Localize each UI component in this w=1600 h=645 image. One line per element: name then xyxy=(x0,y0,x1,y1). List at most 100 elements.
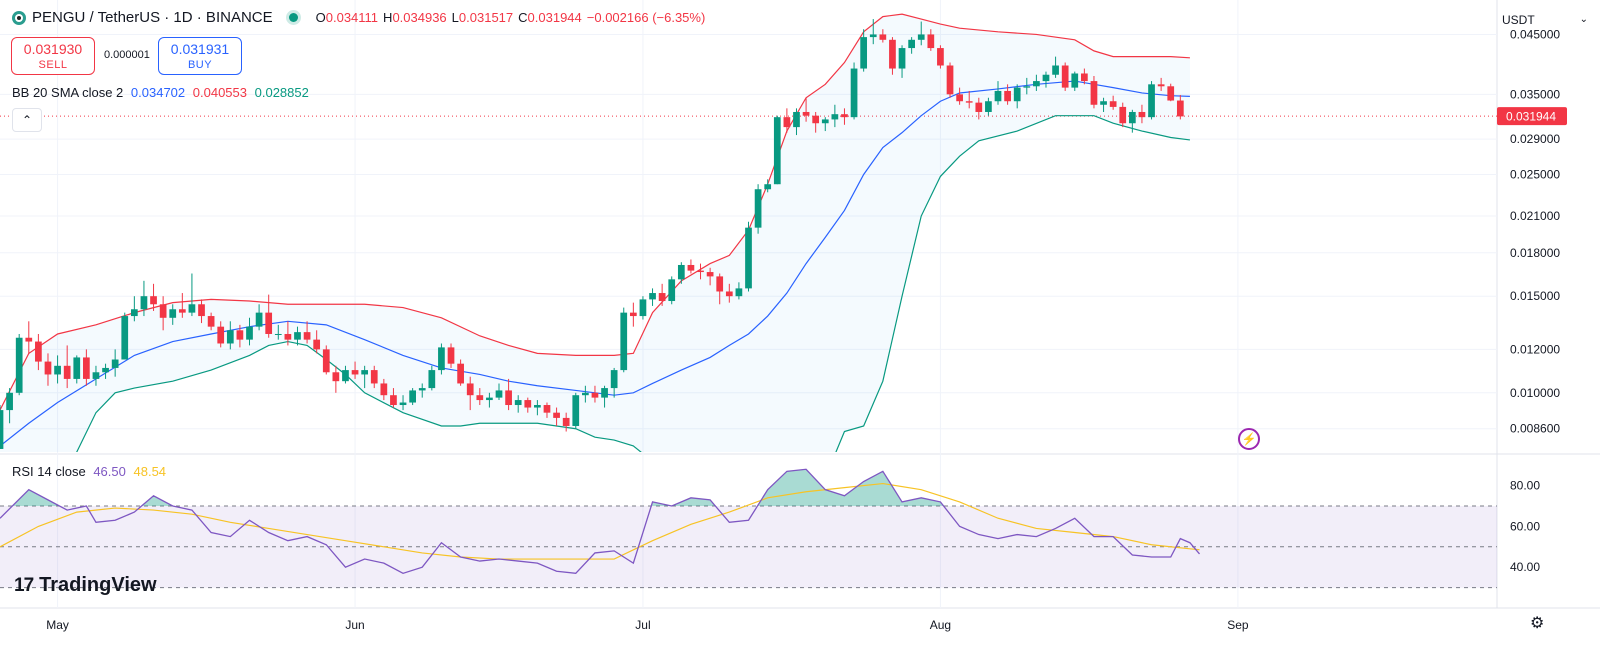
time-tick-label: May xyxy=(46,618,69,632)
candle xyxy=(25,321,33,354)
price-tick-label: 0.010000 xyxy=(1510,386,1560,400)
candle xyxy=(725,283,733,303)
candle-body xyxy=(303,332,311,340)
candle xyxy=(831,104,839,128)
change-value: −0.002166 (−6.35%) xyxy=(586,10,706,25)
bb-upper-value: 0.040553 xyxy=(192,85,247,100)
candle xyxy=(284,321,292,346)
candle-body xyxy=(1004,90,1011,102)
symbol-title[interactable]: PENGU / TetherUS · 1D · BINANCE xyxy=(32,9,273,26)
rsi-legend[interactable]: RSI 14 close 46.50 48.54 xyxy=(12,464,170,479)
bb-label: BB 20 SMA close 2 xyxy=(12,85,124,100)
candle-body xyxy=(505,390,512,406)
price-axis[interactable]: 0.045000 0.035000 0.029000 0.025000 0.021000… xyxy=(1497,27,1567,436)
candle-body xyxy=(946,65,954,95)
candle-body xyxy=(188,304,196,313)
candle-body xyxy=(1023,86,1031,88)
high-label: H xyxy=(383,10,393,25)
candle-body xyxy=(793,111,800,128)
candle xyxy=(745,221,752,292)
bollinger-legend[interactable]: BB 20 SMA close 2 0.034702 0.040553 0.02… xyxy=(12,85,313,100)
candle xyxy=(946,62,954,98)
time-axis[interactable]: May Jun Jul Aug Sep xyxy=(46,618,1249,632)
spread-value: 0.000001 xyxy=(104,49,150,61)
candle xyxy=(476,388,484,406)
candle xyxy=(35,333,42,371)
candle xyxy=(773,115,781,185)
candle xyxy=(505,378,512,411)
candle xyxy=(697,263,704,280)
candle xyxy=(159,296,167,331)
collapse-legend-button[interactable]: ⌃ xyxy=(12,108,42,132)
candle xyxy=(639,296,647,320)
candle xyxy=(1176,95,1184,120)
close-label: C xyxy=(518,10,528,25)
price-tick-label: 0.029000 xyxy=(1510,132,1560,146)
candle xyxy=(716,273,724,305)
open-label: O xyxy=(315,10,326,25)
time-tick-label: Jun xyxy=(345,618,364,632)
tradingview-logo[interactable]: 17 TradingView xyxy=(14,574,157,597)
candle-body xyxy=(169,309,177,318)
low-value: 0.031517 xyxy=(458,10,514,25)
candle-body xyxy=(92,372,100,379)
candle xyxy=(841,108,848,125)
candle xyxy=(63,345,71,389)
candle xyxy=(562,412,570,432)
candle-body xyxy=(956,94,963,102)
sell-button[interactable]: 0.031930 SELL xyxy=(11,37,95,75)
candle-body xyxy=(1052,65,1059,75)
high-value: 0.034936 xyxy=(392,10,447,25)
candle-body xyxy=(1128,111,1136,124)
price-tick-label: 0.021000 xyxy=(1510,209,1560,223)
candle-body xyxy=(1033,81,1040,87)
rsi-ma-value: 48.54 xyxy=(133,464,167,479)
candle-body xyxy=(735,288,743,297)
candle-body xyxy=(889,39,896,69)
rsi-axis[interactable]: 80.00 60.00 40.00 xyxy=(1510,479,1540,575)
candle-body xyxy=(1157,84,1165,87)
candle xyxy=(1100,97,1107,112)
candle-body xyxy=(409,390,416,403)
candle-body xyxy=(591,392,599,398)
candle xyxy=(274,324,282,340)
candle xyxy=(246,317,253,346)
market-open-icon xyxy=(288,13,298,22)
price-tick-label: 0.035000 xyxy=(1510,87,1560,101)
candle-body xyxy=(390,395,397,406)
candle xyxy=(668,276,676,305)
candle xyxy=(495,383,503,401)
candle-body xyxy=(706,272,714,277)
candle-body xyxy=(399,402,407,406)
symbol-header: PENGU / TetherUS · 1D · BINANCE O0.03411… xyxy=(12,9,710,26)
candle xyxy=(44,353,52,386)
candle-body xyxy=(610,370,618,389)
candle xyxy=(869,19,877,45)
candle xyxy=(850,62,858,120)
candle xyxy=(764,179,772,193)
candle xyxy=(486,392,493,408)
currency-select[interactable]: USDT ⌄ xyxy=(1502,8,1594,32)
candle xyxy=(1109,95,1117,110)
candle xyxy=(457,359,464,386)
candle-body xyxy=(198,304,205,317)
pengu-logo-icon xyxy=(12,10,26,25)
flash-icon[interactable]: ⚡ xyxy=(1238,428,1260,450)
candle xyxy=(409,388,416,406)
candle-body xyxy=(428,370,436,389)
gear-icon[interactable]: ⚙ xyxy=(1530,615,1545,632)
candle-body xyxy=(418,388,426,391)
candle-body xyxy=(1061,65,1069,88)
candle-body xyxy=(15,337,23,393)
candle xyxy=(361,365,369,389)
candle xyxy=(802,97,810,122)
last-price-tag xyxy=(1497,107,1567,126)
candle-body xyxy=(582,392,589,396)
candle xyxy=(178,293,186,318)
candle-body xyxy=(1013,87,1021,102)
candle-body xyxy=(860,37,868,69)
buy-button[interactable]: 0.031931 BUY xyxy=(158,37,242,75)
candle xyxy=(102,363,109,379)
candle-body xyxy=(773,117,781,185)
